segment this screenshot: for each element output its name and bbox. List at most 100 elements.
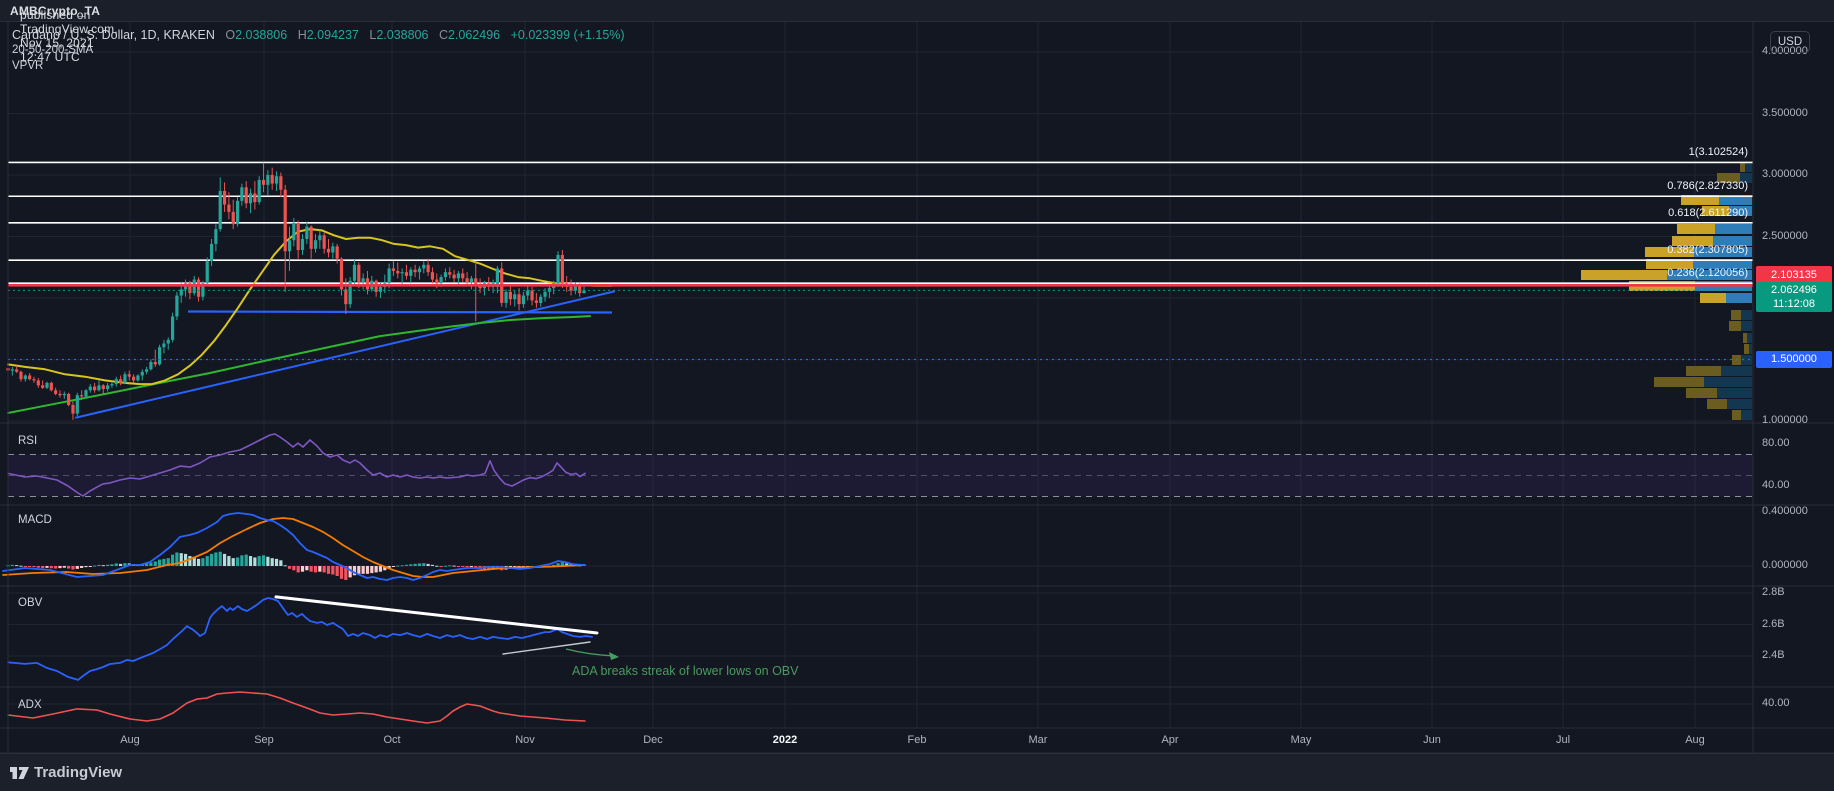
time-axis-month-label: Oct bbox=[383, 734, 401, 746]
candle-body bbox=[28, 375, 32, 380]
vpvr-bar-gold bbox=[1686, 388, 1717, 398]
candle-body bbox=[136, 375, 140, 381]
close-label: C bbox=[438, 28, 448, 42]
candle-body bbox=[378, 286, 383, 292]
vpvr-bar-blue bbox=[1721, 366, 1752, 376]
macd-histogram-bar bbox=[565, 563, 569, 566]
macd-histogram-bar bbox=[49, 566, 53, 569]
macd-histogram-bar bbox=[469, 566, 474, 567]
time-axis-month-label: May bbox=[1290, 734, 1312, 746]
vpvr-bar-blue bbox=[1717, 388, 1752, 398]
candle-body bbox=[15, 369, 19, 372]
macd-histogram-bar bbox=[383, 566, 387, 571]
candle-body bbox=[465, 278, 469, 283]
vpvr-bar-gold bbox=[1731, 310, 1741, 320]
macd-histogram-bar bbox=[106, 564, 110, 566]
horizontal-support-line bbox=[187, 310, 613, 314]
macd-histogram-bar bbox=[292, 566, 296, 571]
candle-body bbox=[248, 193, 253, 204]
vpvr-bar-gold bbox=[1700, 293, 1726, 303]
obv-tick: 2.8B bbox=[1762, 586, 1785, 598]
macd-histogram-bar bbox=[422, 563, 426, 566]
fib-label: 0.382(2.307805) bbox=[1667, 244, 1748, 257]
obv-annotation-text[interactable]: ADA breaks streak of lower lows on OBV bbox=[572, 664, 799, 678]
macd-histogram-bar bbox=[318, 566, 322, 572]
candle-body bbox=[62, 393, 66, 396]
candle-body bbox=[283, 189, 287, 252]
macd-histogram-bar bbox=[404, 564, 409, 566]
candle-body bbox=[296, 222, 300, 251]
candle-body bbox=[218, 190, 222, 230]
vpvr-bar-gold bbox=[1681, 195, 1719, 205]
candle-body bbox=[331, 246, 335, 253]
macd-pane-label[interactable]: MACD bbox=[18, 514, 52, 526]
candle-body bbox=[443, 272, 448, 278]
macd-histogram-bar bbox=[218, 551, 222, 566]
candle-body bbox=[578, 284, 582, 294]
bottom-bar: TradingView bbox=[0, 753, 1834, 791]
macd-histogram-bar bbox=[452, 565, 456, 567]
adx-pane-label[interactable]: ADX bbox=[18, 699, 42, 711]
macd-histogram-bar bbox=[110, 564, 114, 566]
candle-body bbox=[387, 268, 391, 284]
rsi-pane-label[interactable]: RSI bbox=[18, 435, 38, 447]
macd-histogram-bar bbox=[62, 566, 66, 568]
time-axis-month-label: Dec bbox=[643, 734, 663, 746]
obv-pane-label[interactable]: OBV bbox=[18, 597, 43, 609]
change-value: +0.023399 (+1.15%) bbox=[510, 28, 625, 42]
tradingview-wordmark[interactable]: TradingView bbox=[34, 764, 123, 781]
candle-body bbox=[305, 226, 309, 239]
candle-body bbox=[309, 226, 313, 249]
time-axis-month-label: Sep bbox=[254, 734, 274, 746]
candle-body bbox=[32, 379, 36, 381]
symbol-legend-row[interactable]: Cardano / U. S. Dollar, 1D, KRAKEN O2.03… bbox=[12, 28, 625, 44]
macd-histogram-bar bbox=[396, 565, 400, 567]
vpvr-bar-gold bbox=[1646, 259, 1693, 269]
macd-histogram-bar bbox=[361, 566, 365, 574]
macd-histogram-bar bbox=[552, 564, 556, 566]
time-axis-month-label: Aug bbox=[120, 734, 140, 746]
candle-body bbox=[127, 374, 131, 377]
vpvr-bar-gold bbox=[1686, 366, 1721, 376]
candle-body bbox=[188, 283, 192, 294]
candle-body bbox=[292, 222, 296, 241]
time-axis-month-label: Apr bbox=[1161, 734, 1179, 746]
vpvr-bar-blue bbox=[1745, 162, 1752, 172]
macd-histogram-bar bbox=[114, 563, 118, 566]
indicator-legend-vpvr[interactable]: VPVR bbox=[12, 60, 44, 72]
candle-body bbox=[235, 200, 240, 225]
tradingview-logo-icon[interactable] bbox=[10, 764, 30, 782]
macd-histogram-bar bbox=[322, 566, 326, 573]
candle-body bbox=[222, 190, 227, 205]
candle-body bbox=[543, 291, 547, 297]
candle-body bbox=[80, 395, 84, 397]
macd-histogram-bar bbox=[97, 564, 101, 566]
macd-histogram-bar bbox=[331, 566, 335, 575]
attribution-bar: AMBCrypto_TA published on TradingView.co… bbox=[0, 0, 1834, 64]
vpvr-bar-gold bbox=[1702, 206, 1729, 216]
indicator-legend-sma[interactable]: 20-50-200-SMA bbox=[12, 44, 94, 56]
time-axis-month-label: Mar bbox=[1028, 734, 1048, 746]
candle-body bbox=[313, 240, 318, 249]
vpvr-bar-gold bbox=[1654, 377, 1704, 387]
candle-body bbox=[513, 294, 517, 300]
candle-body bbox=[149, 361, 153, 370]
macd-histogram-bar bbox=[28, 566, 32, 567]
currency-toggle-button[interactable]: USD bbox=[1770, 31, 1810, 53]
candle-body bbox=[209, 243, 214, 262]
candle-body bbox=[556, 254, 560, 284]
macd-histogram-bar bbox=[231, 558, 235, 566]
macd-histogram-bar bbox=[123, 563, 127, 566]
macd-histogram-bar bbox=[10, 564, 14, 566]
candle-body bbox=[396, 270, 400, 274]
macd-histogram-bar bbox=[58, 566, 62, 569]
fib-label: 1(3.102524) bbox=[1688, 146, 1748, 159]
macd-histogram-bar bbox=[365, 566, 370, 574]
candle-body bbox=[19, 371, 23, 380]
candle-body bbox=[179, 289, 183, 296]
macd-histogram-bar bbox=[157, 559, 162, 566]
attribution-text: AMBCrypto_TA published on TradingView.co… bbox=[10, 4, 118, 64]
candle-body bbox=[448, 272, 452, 275]
macd-histogram-bar bbox=[119, 563, 123, 566]
